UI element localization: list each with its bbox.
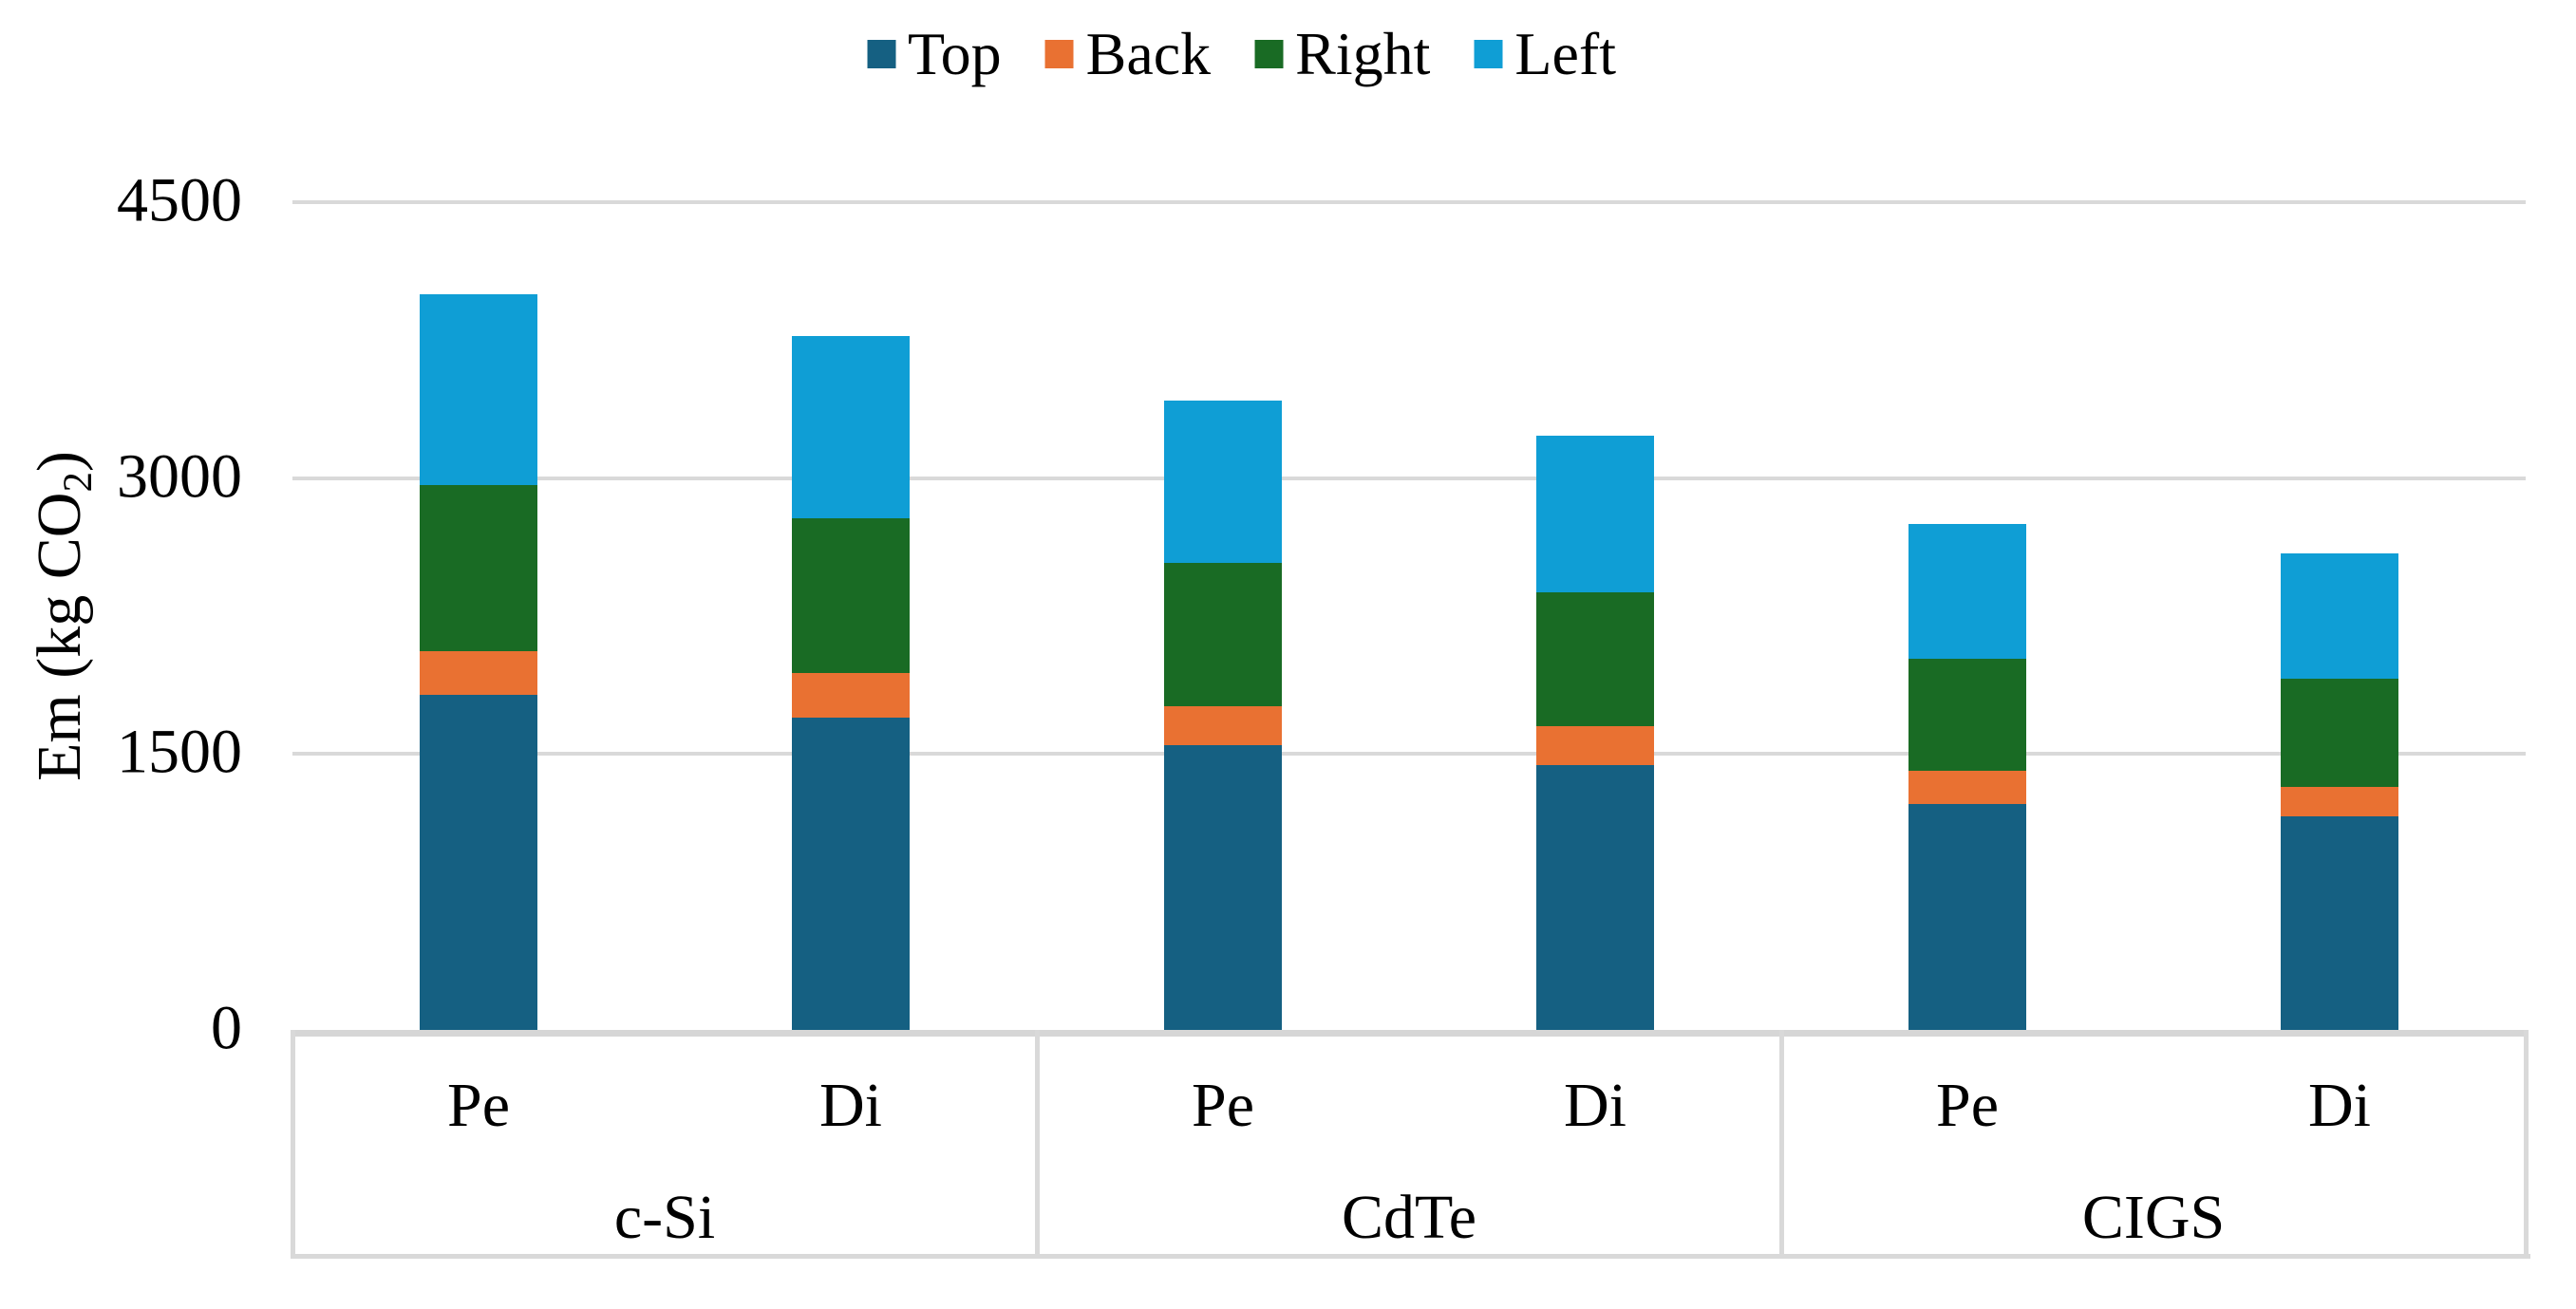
legend-label: Top bbox=[908, 20, 1002, 87]
group-label: CIGS bbox=[2081, 1183, 2226, 1252]
bar-segment-right bbox=[1164, 562, 1282, 706]
bar-segment-left bbox=[1536, 436, 1654, 592]
bar-segment-top bbox=[792, 717, 910, 1030]
group-label: c-Si bbox=[613, 1183, 716, 1252]
bar-segment-top bbox=[1908, 803, 2026, 1030]
category-label: Di bbox=[819, 1071, 882, 1140]
bar-segment-left bbox=[1908, 524, 2026, 659]
legend-label: Left bbox=[1514, 20, 1616, 87]
legend-swatch-back bbox=[1044, 39, 1074, 68]
bar-segment-back bbox=[1536, 726, 1654, 765]
chart-legend: Top Back Right Left bbox=[867, 19, 1616, 89]
bar-segment-right bbox=[420, 485, 537, 651]
bar-segment-right bbox=[1536, 591, 1654, 727]
bar-segment-right bbox=[2281, 678, 2398, 788]
category-label: Pe bbox=[1192, 1071, 1254, 1140]
y-tick-label: 1500 bbox=[117, 718, 242, 788]
legend-item-right: Right bbox=[1254, 19, 1430, 89]
group-label: CdTe bbox=[1341, 1183, 1477, 1252]
bar-segment-back bbox=[792, 673, 910, 718]
bar-segment-top bbox=[420, 695, 537, 1030]
y-tick-label: 0 bbox=[211, 993, 242, 1063]
legend-item-top: Top bbox=[867, 19, 1002, 89]
gridline bbox=[292, 476, 2526, 480]
category-label: Di bbox=[1564, 1071, 1626, 1140]
bar-segment-top bbox=[1536, 764, 1654, 1030]
bar-segment-top bbox=[1164, 744, 1282, 1030]
category-divider bbox=[291, 1030, 295, 1259]
bar-segment-left bbox=[420, 293, 537, 486]
category-label: Di bbox=[2308, 1071, 2371, 1140]
legend-swatch-left bbox=[1474, 39, 1503, 68]
y-tick-label: 4500 bbox=[117, 165, 242, 235]
legend-swatch-top bbox=[867, 39, 896, 68]
category-divider bbox=[2524, 1030, 2529, 1259]
bar-segment-back bbox=[420, 650, 537, 696]
bar-segment-back bbox=[2281, 787, 2398, 817]
legend-swatch-right bbox=[1254, 39, 1284, 68]
legend-item-back: Back bbox=[1044, 19, 1212, 89]
legend-label: Back bbox=[1085, 20, 1212, 87]
legend-label: Right bbox=[1295, 20, 1431, 87]
category-label: Pe bbox=[447, 1071, 510, 1140]
category-divider bbox=[1779, 1030, 1784, 1259]
bar-segment-left bbox=[2281, 553, 2398, 679]
bar-segment-back bbox=[1164, 705, 1282, 745]
x-axis-line bbox=[292, 1030, 2526, 1037]
gridline bbox=[292, 200, 2526, 204]
bar-segment-top bbox=[2281, 816, 2398, 1030]
gridline bbox=[292, 752, 2526, 757]
category-divider bbox=[1035, 1030, 1040, 1259]
bar-segment-right bbox=[1908, 658, 2026, 771]
category-label: Pe bbox=[1936, 1071, 1999, 1140]
bar-segment-left bbox=[1164, 401, 1282, 563]
bar-segment-back bbox=[1908, 770, 2026, 804]
category-table-bottom-border bbox=[292, 1254, 2530, 1259]
bar-segment-left bbox=[792, 336, 910, 519]
y-tick-label: 3000 bbox=[117, 441, 242, 512]
bar-segment-right bbox=[792, 518, 910, 674]
legend-item-left: Left bbox=[1474, 19, 1616, 89]
